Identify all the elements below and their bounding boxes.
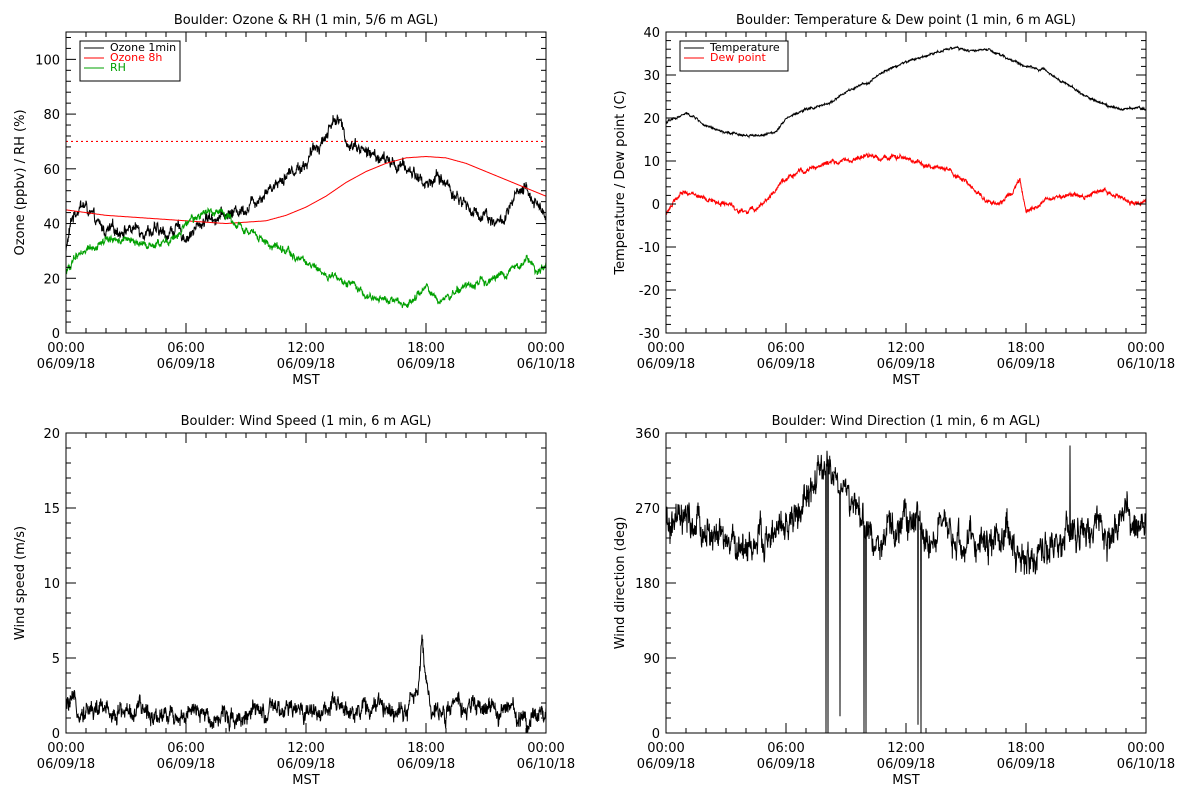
ozone-xtick-date: 06/09/18: [37, 357, 95, 372]
temp-xtick-date: 06/10/18: [1117, 357, 1175, 372]
wdir-ytick-label: 90: [643, 652, 660, 667]
wdir-series-line: [666, 445, 1146, 733]
wdir-xtick-time: 00:00: [647, 741, 684, 756]
ozone-xtick-date: 06/09/18: [157, 357, 215, 372]
ozone-xtick-time: 12:00: [287, 341, 324, 356]
ozone-xtick-time: 00:00: [47, 341, 84, 356]
temp-legend: [679, 40, 789, 72]
temp-ytick-label: 10: [643, 155, 660, 170]
wdir-title: Boulder: Wind Direction (1 min, 6 m AGL): [772, 414, 1041, 429]
temp-xtick-time: 00:00: [1127, 341, 1164, 356]
wspd-chart: Boulder: Wind Speed (1 min, 6 m AGL) 0 5 10…: [13, 414, 575, 788]
ozone-series-rh: [66, 207, 546, 309]
temp-plot-frame: [665, 31, 1147, 334]
wdir-xtick-time: 06:00: [767, 741, 804, 756]
temp-xtick-time: 18:00: [1007, 341, 1044, 356]
wspd-xtick-date: 06/09/18: [397, 757, 455, 772]
wdir-xlabel: MST: [892, 773, 919, 788]
temp-ylabel: Temperature / Dew point (C): [613, 90, 628, 275]
temp-xtick-time: 12:00: [887, 341, 924, 356]
temp-xtick-time: 06:00: [767, 341, 804, 356]
ozone-xtick-date: 06/09/18: [277, 357, 335, 372]
wspd-xtick-date: 06/09/18: [277, 757, 335, 772]
wdir-xtick-time: 12:00: [887, 741, 924, 756]
temp-ytick-label: 0: [652, 198, 660, 213]
temp-xtick-date: 06/09/18: [637, 357, 695, 372]
ozone-series-ozone-1min: [66, 114, 546, 252]
ozone-legend-label: Ozone 8h: [110, 51, 162, 64]
ozone-ytick-label: 80: [43, 108, 60, 123]
temp-ytick-label: -20: [639, 284, 660, 299]
temp-ytick-label: 20: [643, 112, 660, 127]
temp-xtick-date: 06/09/18: [997, 357, 1055, 372]
ozone-ytick-label: 20: [43, 272, 60, 287]
temp-ytick-label: -10: [639, 241, 660, 256]
wdir-xtick-date: 06/09/18: [877, 757, 935, 772]
wdir-chart: Boulder: Wind Direction (1 min, 6 m AGL)…: [613, 414, 1175, 788]
wdir-ytick-label: 0: [652, 727, 660, 742]
wspd-ytick-label: 20: [43, 427, 60, 442]
temp-legend-label: Dew point: [710, 51, 766, 64]
temp-xtick-date: 06/09/18: [877, 357, 935, 372]
wdir-xtick-date: 06/09/18: [637, 757, 695, 772]
temp-xlabel: MST: [892, 373, 919, 388]
wspd-series-line: [66, 634, 546, 733]
wdir-xtick-date: 06/09/18: [997, 757, 1055, 772]
ozone-chart: Boulder: Ozone & RH (1 min, 5/6 m AGL) 0 2…: [13, 13, 575, 388]
wdir-xtick-time: 00:00: [1127, 741, 1164, 756]
wspd-xtick-time: 06:00: [167, 741, 204, 756]
ozone-xtick-time: 18:00: [407, 341, 444, 356]
wdir-ytick-label: 360: [635, 427, 660, 442]
wspd-xtick-time: 00:00: [47, 741, 84, 756]
wspd-ytick-label: 10: [43, 577, 60, 592]
temp-legend-label: Temperature: [709, 41, 780, 54]
wspd-xtick-date: 06/09/18: [157, 757, 215, 772]
ozone-ytick-label: 40: [43, 218, 60, 233]
temp-title: Boulder: Temperature & Dew point (1 min,…: [736, 13, 1076, 28]
wdir-xtick-date: 06/09/18: [757, 757, 815, 772]
ozone-series-ozone-8h: [66, 156, 546, 224]
temp-chart: Boulder: Temperature & Dew point (1 min,…: [613, 13, 1175, 388]
ozone-ytick-label: 0: [52, 327, 60, 342]
ozone-ylabel: Ozone (ppbv) / RH (%): [13, 109, 28, 255]
ozone-xtick-date: 06/10/18: [517, 357, 575, 372]
wspd-xtick-date: 06/10/18: [517, 757, 575, 772]
temp-ytick-label: 30: [643, 69, 660, 84]
temp-series-temperature: [666, 45, 1146, 139]
temp-xtick-time: 00:00: [647, 341, 684, 356]
ozone-xtick-date: 06/09/18: [397, 357, 455, 372]
ozone-legend-label: RH: [110, 61, 126, 74]
wdir-ytick-label: 270: [635, 502, 660, 517]
wdir-xtick-time: 18:00: [1007, 741, 1044, 756]
wdir-xtick-date: 06/10/18: [1117, 757, 1175, 772]
wspd-xtick-date: 06/09/18: [37, 757, 95, 772]
wdir-ylabel: Wind direction (deg): [613, 517, 628, 650]
ozone-xtick-time: 06:00: [167, 341, 204, 356]
wspd-xtick-time: 00:00: [527, 741, 564, 756]
wspd-title: Boulder: Wind Speed (1 min, 6 m AGL): [181, 414, 432, 429]
wspd-ytick-label: 15: [43, 502, 60, 517]
ozone-legend-label: Ozone 1min: [110, 41, 176, 54]
wspd-xtick-time: 12:00: [287, 741, 324, 756]
wspd-ytick-label: 5: [52, 652, 60, 667]
wdir-ytick-label: 180: [635, 577, 660, 592]
ozone-title: Boulder: Ozone & RH (1 min, 5/6 m AGL): [174, 13, 438, 28]
temp-ytick-label: -30: [639, 327, 660, 342]
ozone-ytick-label: 60: [43, 163, 60, 178]
wdir-plot-frame: [665, 432, 1147, 734]
wspd-plot-frame: [65, 432, 547, 734]
wspd-xlabel: MST: [292, 773, 319, 788]
ozone-xtick-time: 00:00: [527, 341, 564, 356]
temp-ytick-label: 40: [643, 26, 660, 41]
temp-xtick-date: 06/09/18: [757, 357, 815, 372]
wspd-ytick-label: 0: [52, 727, 60, 742]
wspd-xtick-time: 18:00: [407, 741, 444, 756]
ozone-xlabel: MST: [292, 373, 319, 388]
ozone-ytick-label: 100: [35, 53, 60, 68]
wspd-ylabel: Wind speed (m/s): [13, 526, 28, 640]
temp-series-dew-point: [666, 152, 1146, 216]
